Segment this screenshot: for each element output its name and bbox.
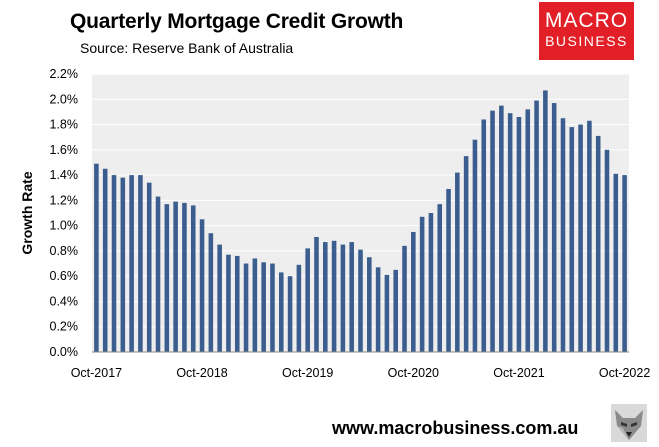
bar [331,240,337,352]
bar [102,168,108,352]
bar [138,175,143,352]
bar [428,213,434,352]
bar [419,216,425,352]
x-tick-label: Oct-2017 [71,366,122,380]
bar [472,139,478,352]
bar [560,118,566,353]
y-tick-label: 1.4% [50,168,79,182]
bar [446,188,451,352]
bar [411,231,416,352]
x-tick-label: Oct-2020 [388,366,439,380]
y-tick-label: 0.8% [50,244,79,258]
bar [393,269,399,352]
x-tick-label: Oct-2018 [176,366,227,380]
y-tick-label: 1.2% [50,193,79,207]
wolf-icon [611,404,647,442]
bar [499,105,504,352]
bar [146,182,152,352]
bar [182,202,187,352]
bar [367,257,372,352]
bar [613,173,619,352]
chart-title: Quarterly Mortgage Credit Growth [70,10,404,33]
y-axis-label: Growth Rate [19,171,35,254]
bar [155,196,161,352]
bar [402,245,407,352]
x-axis-ticks: Oct-2017 Oct-2018 Oct-2019 Oct-2020 Oct-2021… [71,366,651,380]
bar [543,90,548,352]
bar [252,258,258,352]
bar [111,175,117,352]
bar [226,254,231,352]
bar [287,276,293,352]
bar [375,267,381,352]
bar [516,116,522,352]
bar [217,244,222,352]
y-tick-label: 0.4% [50,294,79,308]
bar [578,124,583,352]
x-tick-label: Oct-2022 [599,366,650,380]
bar [314,237,319,352]
bar [551,103,557,353]
bar [587,120,592,352]
y-tick-label: 2.2% [50,67,79,81]
x-tick-label: Oct-2019 [282,366,333,380]
bar [622,175,627,352]
bar [278,272,284,352]
bar [534,100,539,352]
macrobusiness-logo: MACRO BUSINESS [539,2,634,60]
bar [190,205,196,352]
bar [234,255,240,352]
bar [243,263,249,352]
bar [349,242,354,352]
bar [173,201,178,352]
bar [199,219,205,352]
y-tick-label: 0.6% [50,269,79,283]
bar [595,135,601,352]
bar [120,177,126,352]
bar [490,110,495,353]
chart-subtitle: Source: Reserve Bank of Australia [80,40,294,56]
bar [463,156,469,352]
bar [164,204,170,352]
y-tick-label: 1.0% [50,219,79,233]
logo-line-1: MACRO [544,9,629,32]
bar [261,262,266,352]
y-axis-ticks: 0.0% 0.2% 0.4% 0.6% 0.8% 1.0% 1.2% 1.4% 1.6% 1.8%… [50,67,79,359]
bar [437,204,443,352]
bar [604,149,610,352]
y-tick-label: 0.0% [50,345,79,359]
y-tick-label: 1.6% [50,143,79,157]
bar [507,113,513,352]
bar [305,248,310,352]
bar [569,127,575,352]
bar [525,109,531,352]
bar [481,119,487,352]
bar [296,264,302,352]
bar [455,172,460,352]
bar [358,249,363,352]
bar [129,175,134,352]
bar [384,274,390,352]
bar [340,244,346,352]
x-tick-label: Oct-2021 [493,366,544,380]
logo-line-2: BUSINESS [545,33,628,49]
bar [208,233,214,352]
footer-url: www.macrobusiness.com.au [332,418,579,438]
y-tick-label: 1.8% [50,118,79,132]
y-tick-label: 2.0% [50,92,79,106]
y-tick-label: 0.2% [50,320,79,334]
bar [270,263,275,352]
bar [322,242,328,352]
bar [94,163,99,352]
bars [94,90,627,353]
